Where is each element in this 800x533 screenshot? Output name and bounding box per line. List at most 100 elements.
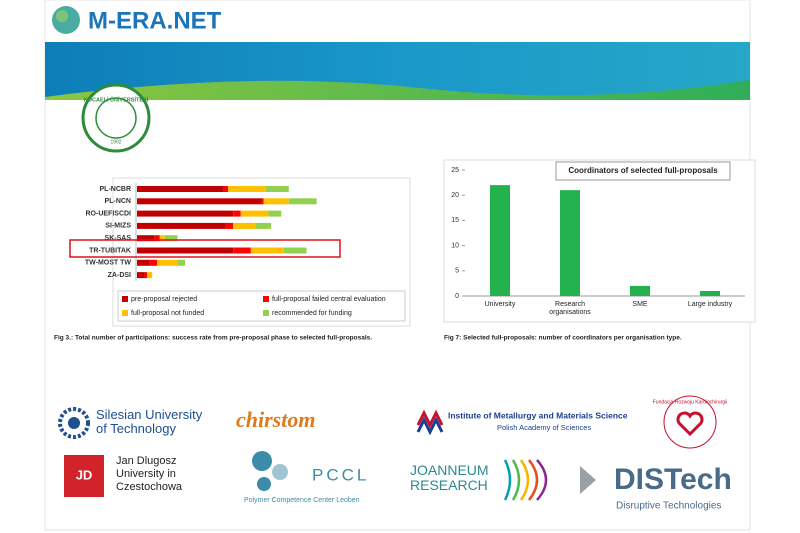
bar-segment (159, 235, 165, 242)
highlight-box (69, 239, 341, 258)
logo-pccl-sub: Polymer Competence Center Leoben (244, 497, 360, 504)
bar-segment (233, 210, 241, 217)
bar-segment (255, 222, 272, 229)
bar-segment (137, 259, 150, 266)
y-tick-label: TW-MOST TW (85, 260, 132, 267)
bar-segment (233, 247, 251, 254)
y-tick-label: 25 (451, 167, 459, 174)
bar-segment (147, 272, 153, 279)
bar-segment (137, 222, 226, 229)
logo-frk-heart (676, 411, 704, 437)
y-tick-label: ZA-DSI (108, 272, 131, 279)
legend-swatch (122, 310, 128, 316)
bar (630, 285, 650, 296)
bar-segment (154, 235, 160, 242)
chart-title-box (555, 161, 731, 181)
banner-hills (45, 80, 750, 100)
legend-swatch (263, 296, 269, 302)
bar-segment (260, 198, 264, 205)
bar-segment (240, 210, 269, 217)
bar-segment (137, 198, 261, 205)
x-tick-label: University (484, 301, 516, 308)
bar-segment (263, 198, 289, 205)
bar-segment (288, 198, 317, 205)
brand: M-ERA.NET (88, 7, 222, 34)
legend-frame (117, 290, 406, 322)
logo-jdu (64, 455, 104, 497)
legend-label: full-proposal failed central evaluation (272, 296, 386, 303)
bar (700, 290, 720, 296)
logo-distech-name: DISTech (614, 463, 732, 496)
logo-pccl-name: PCCL (312, 465, 369, 484)
bar-segment (250, 247, 284, 254)
brand-logo (52, 6, 80, 34)
y-tick-label: 15 (451, 217, 459, 224)
bar-segment (228, 186, 267, 192)
bar (560, 190, 580, 296)
bar-segment (225, 222, 234, 229)
x-tick-label: SME (632, 301, 648, 308)
legend-label: pre-proposal rejected (131, 296, 197, 303)
x-tick-label: Research organisations (549, 301, 591, 316)
y-tick-label: 0 (455, 293, 459, 300)
legend-label: recommended for funding (272, 310, 352, 317)
legend-swatch (122, 296, 128, 302)
bar-segment (283, 247, 307, 254)
y-tick-label: RO-UEFISCDI (86, 210, 132, 217)
logo-text-box: JOANNEUM RESEARCH (410, 463, 489, 493)
logo-imim (416, 409, 444, 436)
logo-frk (663, 395, 717, 449)
logo-distech-mark (580, 466, 596, 494)
y-tick-label: 5 (455, 268, 459, 275)
logo-joanneum-name: JOANNEUM RESEARCH (410, 463, 489, 493)
bar-segment (144, 272, 148, 279)
university-seal-inner (95, 97, 137, 139)
bar-segment (137, 247, 234, 254)
bar-segment (137, 210, 234, 217)
logo-imim-sub: Polish Academy of Sciences (497, 423, 591, 432)
bar-segment (223, 186, 229, 192)
logo-text-box: Silesian University of Technology (96, 408, 203, 436)
logo-text-box: Jan Dlugosz University in Czestochowa (116, 455, 183, 493)
y-tick-label: PL-NCBR (100, 186, 132, 193)
bar-segment (177, 259, 186, 266)
university-year: 1992 (110, 139, 121, 145)
x-tick-label: Large industry (687, 301, 733, 308)
logo-jdu-name: Jan Dlugosz University in Czestochowa (116, 455, 183, 493)
y-tick-label: PL-NCN (105, 198, 131, 205)
logo-distech-sub: Disruptive Technologies (616, 501, 721, 512)
caption: Fig 3.: Total number of participations: … (54, 335, 372, 342)
bar-segment (137, 235, 155, 242)
legend-label: full-proposal not funded (131, 310, 204, 317)
y-tick-label: SK-SAS (105, 235, 132, 242)
chart-title: Coordinators of selected full-proposals (568, 166, 718, 175)
y-tick-label: 10 (451, 242, 459, 249)
university-name: KOCAELİ ÜNİVERSİTESİ (84, 96, 149, 103)
legend-swatch (263, 310, 269, 316)
logo-pccl (252, 451, 288, 491)
logo-silesian-name: Silesian University of Technology (96, 408, 203, 436)
logo-chirstom: chirstom (236, 407, 315, 432)
logo-silesian (58, 407, 90, 439)
bar-segment (268, 210, 282, 217)
university-seal (81, 83, 151, 153)
bar-segment (157, 259, 178, 266)
bar-segment (164, 235, 178, 242)
y-tick-label: TR-TUBITAK (89, 247, 131, 254)
y-tick-label: 20 (451, 192, 459, 199)
logo-jdu-mark: JD (76, 467, 93, 482)
caption: Fig 7: Selected full-proposals: number o… (444, 335, 682, 342)
bar-segment (137, 272, 145, 279)
bar-segment (149, 259, 158, 266)
bar (490, 185, 510, 296)
bar-segment (233, 222, 256, 229)
logo-joanneum-arcs (503, 459, 548, 501)
y-tick-label: SI-MIZS (105, 223, 131, 230)
logo-imim-name: Institute of Metallurgy and Materials Sc… (448, 410, 628, 420)
bar-segment (137, 186, 224, 192)
bar-segment (266, 186, 289, 192)
logo-frk-name: Fundacja Rozwoju Kardiochirurgii (653, 399, 727, 405)
